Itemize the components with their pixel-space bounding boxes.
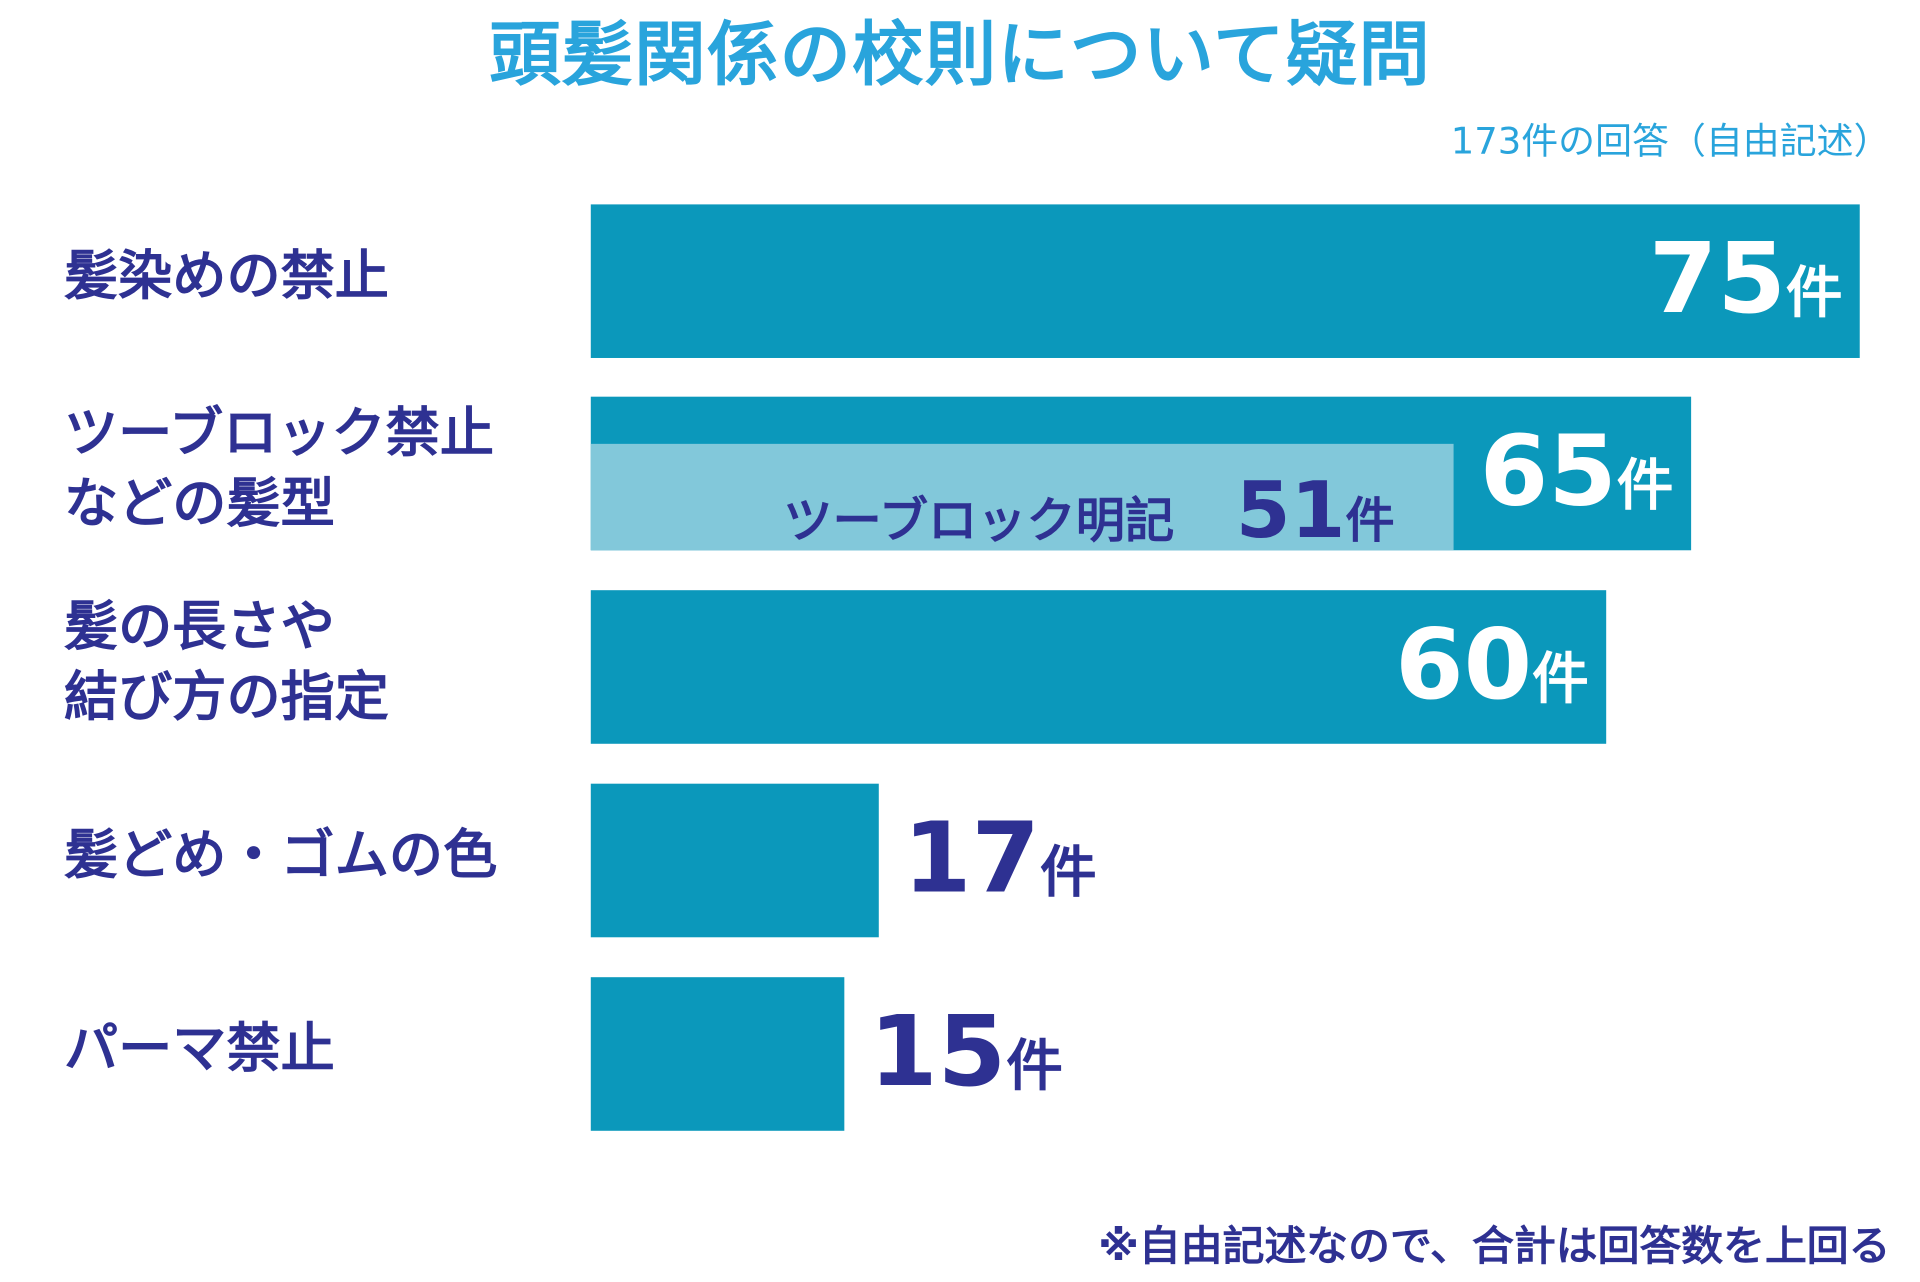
sub-series-name: ツーブロック明記: [783, 493, 1175, 550]
value-unit: 件: [1532, 645, 1589, 711]
category-label: 髪の長さや 結び方の指定: [64, 595, 389, 728]
value-label: 60件: [1395, 616, 1589, 726]
value-label: 65件: [1480, 422, 1674, 533]
value-unit: 件: [1785, 259, 1843, 325]
value-number: 17: [903, 801, 1041, 914]
value-number: 65: [1479, 414, 1617, 527]
value-label: 17件: [903, 809, 1097, 920]
sub-bar: [590, 443, 1454, 551]
value-unit: 件: [1040, 838, 1097, 905]
value-number: 75: [1648, 221, 1786, 335]
value-label: 15件: [869, 1003, 1063, 1113]
chart-subtitle: 173件の回答（自由記述）: [1450, 120, 1891, 164]
bar: [590, 590, 1606, 744]
category-label: 髪どめ・ゴムの色: [64, 824, 498, 886]
value-number: 15: [869, 994, 1007, 1108]
sub-value-unit: 件: [1345, 493, 1395, 550]
category-label: パーマ禁止: [64, 1017, 335, 1080]
sub-bar-label: ツーブロック明記 51 件: [783, 467, 1394, 556]
bar: [590, 783, 879, 938]
value-unit: 件: [1006, 1032, 1063, 1098]
category-label: 髪染めの禁止: [64, 244, 389, 307]
value-number: 60: [1395, 607, 1533, 721]
value-label: 75件: [1649, 230, 1843, 340]
bar: [590, 977, 845, 1131]
bar: [590, 204, 1860, 358]
footnote: ※自由記述なので、合計は回答数を上回る: [1098, 1222, 1891, 1272]
sub-value-label: 51: [1235, 466, 1346, 557]
value-unit: 件: [1616, 451, 1674, 518]
chart-title: 頭髪関係の校則について疑問: [489, 13, 1431, 96]
category-label: ツーブロック禁止 などの髪型: [64, 402, 494, 534]
